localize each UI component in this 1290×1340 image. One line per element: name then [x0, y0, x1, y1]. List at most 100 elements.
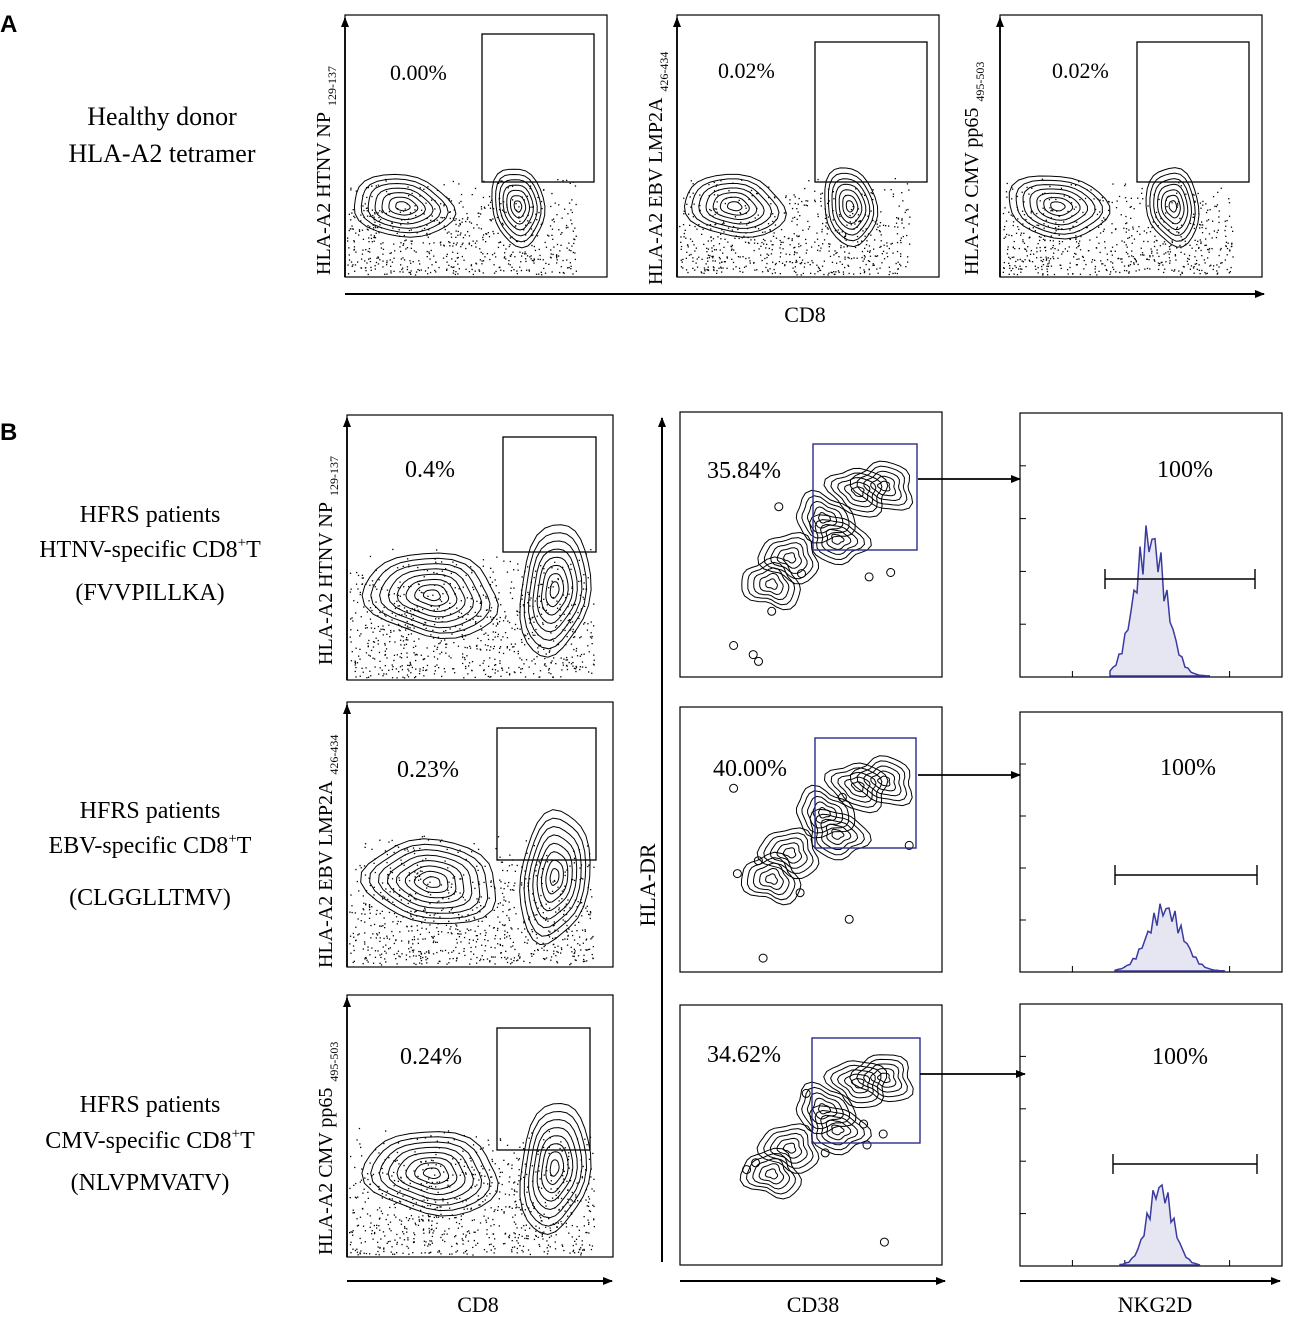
event-dot	[355, 583, 358, 585]
event-dot	[470, 598, 472, 600]
event-dot	[428, 1232, 431, 1234]
event-dot	[519, 628, 521, 630]
event-dot	[391, 619, 393, 621]
event-dot	[1141, 187, 1143, 190]
event-dot	[394, 641, 396, 643]
event-dot	[408, 872, 410, 874]
event-dot	[1003, 261, 1005, 264]
event-dot	[593, 1190, 595, 1192]
event-dot	[509, 889, 512, 891]
event-dot	[743, 235, 745, 237]
event-dot	[388, 594, 391, 596]
event-dot	[546, 1240, 548, 1242]
event-dot	[754, 226, 757, 229]
event-dot	[480, 1165, 483, 1167]
event-dot	[864, 256, 866, 258]
event-dot	[427, 655, 429, 657]
event-dot	[372, 1238, 374, 1240]
event-dot	[871, 192, 873, 195]
activation-gate	[811, 1037, 921, 1144]
event-dot	[350, 629, 352, 631]
event-dot	[824, 217, 827, 220]
event-dot	[516, 1157, 518, 1159]
event-dot	[486, 1251, 488, 1253]
event-dot	[381, 882, 384, 884]
event-dot	[793, 194, 795, 196]
event-dot	[767, 254, 770, 256]
event-dot	[738, 199, 740, 201]
event-dot	[365, 270, 367, 272]
event-dot	[1005, 191, 1008, 193]
event-dot	[1169, 248, 1171, 250]
event-dot	[1052, 240, 1054, 242]
event-dot	[564, 920, 566, 922]
event-dot	[382, 253, 384, 255]
event-dot	[365, 249, 367, 251]
event-dot	[516, 864, 518, 867]
event-dot	[583, 1225, 585, 1227]
event-dot	[506, 936, 508, 938]
event-dot	[900, 253, 902, 255]
event-dot	[883, 244, 885, 246]
event-dot	[535, 1225, 537, 1227]
event-dot	[692, 216, 694, 218]
event-dot	[406, 637, 408, 639]
row-label-line2-pre: EBV-specific CD8	[49, 833, 229, 859]
event-dot	[470, 946, 472, 949]
event-dot	[456, 957, 458, 959]
event-dot	[353, 936, 355, 938]
event-dot	[826, 214, 828, 216]
event-dot	[571, 1236, 573, 1238]
event-dot	[387, 1223, 389, 1226]
event-dot	[780, 229, 783, 231]
event-dot	[412, 1252, 414, 1254]
event-dot	[505, 248, 507, 250]
event-dot	[564, 871, 566, 873]
event-dot	[572, 661, 574, 664]
event-dot	[707, 266, 709, 268]
event-dot	[414, 871, 416, 873]
event-dot	[720, 238, 722, 240]
event-dot	[703, 267, 706, 269]
event-dot	[867, 260, 870, 262]
event-dot	[443, 583, 445, 585]
event-dot	[409, 1182, 411, 1185]
event-dot	[371, 1175, 373, 1177]
event-dot	[467, 216, 469, 219]
event-dot	[420, 957, 422, 960]
event-dot	[1012, 246, 1014, 248]
event-dot	[517, 928, 519, 930]
event-dot	[711, 250, 713, 252]
event-dot	[371, 185, 373, 187]
event-dot	[879, 222, 882, 224]
event-dot	[1118, 195, 1121, 198]
event-dot	[362, 948, 364, 950]
y-axis-sub: 129-137	[327, 456, 341, 496]
event-dot	[478, 881, 480, 883]
event-dot	[568, 661, 570, 664]
event-dot	[908, 189, 910, 191]
event-dot	[524, 644, 526, 646]
event-dot	[382, 242, 384, 244]
event-dot	[791, 207, 794, 210]
event-dot	[431, 199, 433, 201]
event-dot	[454, 587, 456, 589]
event-dot	[472, 1144, 475, 1146]
event-dot	[508, 674, 511, 676]
event-dot	[561, 232, 563, 234]
event-dot	[864, 270, 866, 273]
event-dot	[409, 893, 411, 895]
event-dot	[1207, 219, 1210, 221]
event-dot	[473, 588, 475, 591]
event-dot	[880, 211, 882, 213]
event-dot	[888, 273, 890, 276]
event-dot	[409, 272, 411, 274]
event-dot	[572, 1249, 575, 1251]
event-dot	[1198, 223, 1201, 226]
event-dot	[517, 1237, 519, 1239]
event-dot	[424, 270, 427, 272]
event-dot	[373, 862, 375, 864]
event-dot	[410, 240, 412, 242]
event-dot	[520, 1178, 522, 1180]
event-dot	[744, 205, 746, 207]
